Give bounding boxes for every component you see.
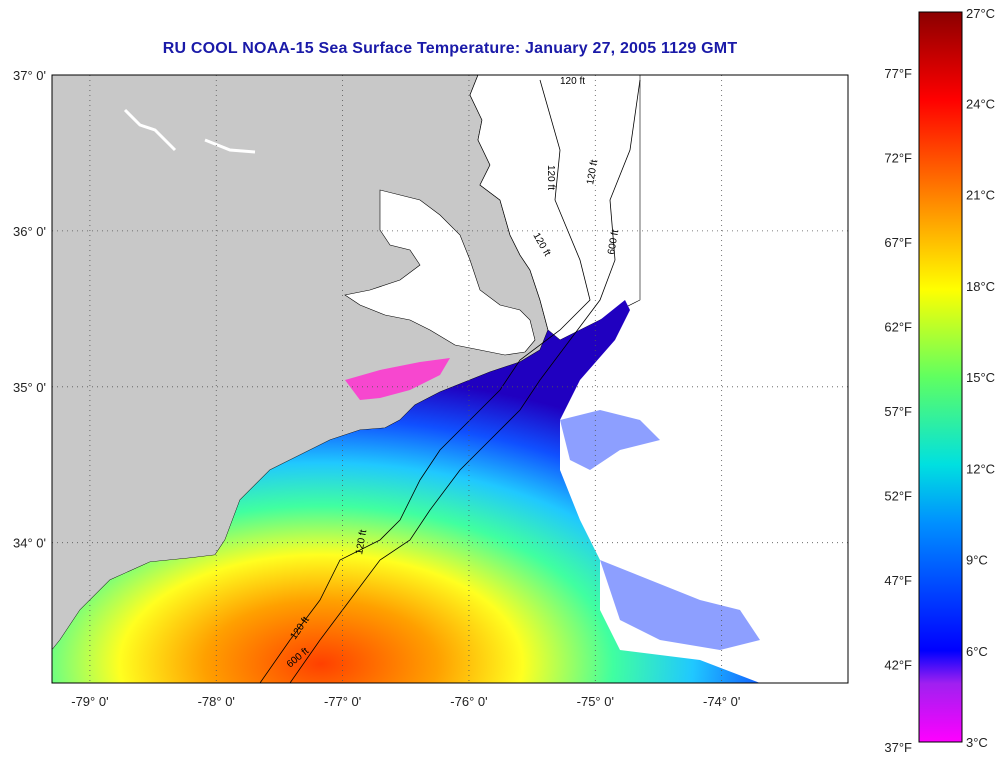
lon-tick-label: -78° 0' [198,694,235,709]
scattered-cloud-edge [560,410,760,650]
lon-tick-label: -76° 0' [450,694,487,709]
contour-label: 120 ft [354,529,369,556]
lat-tick-label: 37° 0' [13,68,46,83]
plot-frame [51,74,849,684]
lon-tick-label: -74° 0' [703,694,740,709]
cold-inshore-band [345,358,450,400]
lat-tick-label: 36° 0' [13,224,46,239]
lat-tick-label: 34° 0' [13,536,46,551]
latitude-labels: 37° 0' 36° 0' 35° 0' 34° 0' [13,68,46,551]
longitude-labels: -79° 0' -78° 0' -77° 0' -76° 0' -75° 0' … [71,694,740,709]
contour-120ft [259,79,591,683]
lat-tick-label: 35° 0' [13,380,46,395]
lon-tick-label: -77° 0' [324,694,361,709]
sst-coverage [52,300,760,683]
map-title: RU COOL NOAA-15 Sea Surface Temperature:… [162,40,738,57]
lon-tick-label: -79° 0' [71,694,108,709]
contour-label: 120 ft [585,159,600,186]
river [123,108,256,154]
contour-label: 120 ft [560,76,585,87]
contour-600ft [289,79,641,683]
contour-label: 120 ft [545,165,556,190]
contour-label: 600 ft [606,229,621,256]
lon-tick-label: -75° 0' [577,694,614,709]
